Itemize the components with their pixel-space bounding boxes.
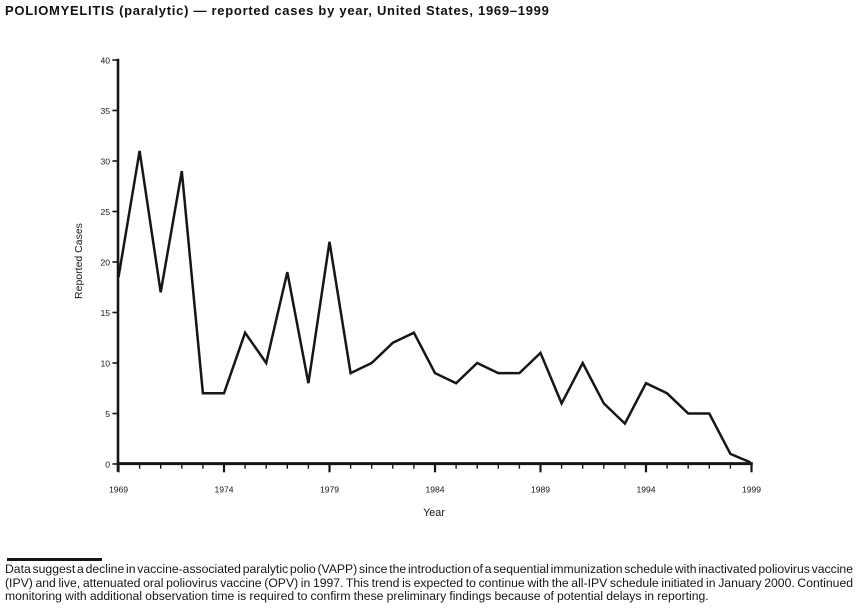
- svg-text:0: 0: [105, 460, 110, 470]
- svg-text:1999: 1999: [742, 484, 761, 494]
- svg-text:35: 35: [100, 106, 110, 116]
- svg-text:40: 40: [100, 56, 110, 66]
- svg-text:1994: 1994: [636, 484, 655, 494]
- svg-text:5: 5: [105, 409, 110, 419]
- svg-text:1984: 1984: [425, 484, 444, 494]
- svg-text:1969: 1969: [109, 484, 128, 494]
- svg-text:25: 25: [100, 207, 110, 217]
- svg-text:15: 15: [100, 308, 110, 318]
- svg-text:20: 20: [100, 258, 110, 268]
- svg-text:1989: 1989: [531, 484, 550, 494]
- svg-text:1979: 1979: [320, 484, 339, 494]
- svg-text:Year: Year: [423, 507, 445, 519]
- svg-text:30: 30: [100, 157, 110, 167]
- svg-text:Reported Cases: Reported Cases: [73, 223, 85, 299]
- svg-text:1974: 1974: [214, 484, 233, 494]
- svg-text:10: 10: [100, 359, 110, 369]
